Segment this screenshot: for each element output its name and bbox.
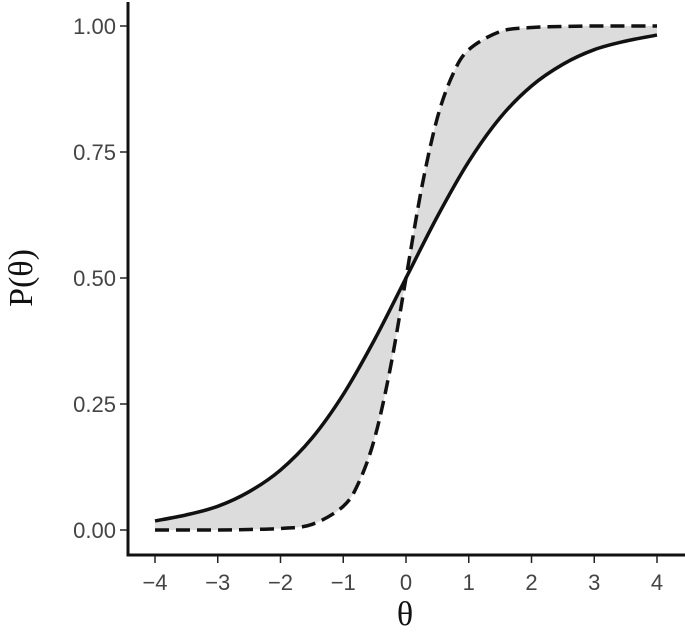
plot-area	[154, 24, 658, 532]
x-axis-title: θ	[397, 596, 413, 632]
x-tick-label: −4	[142, 570, 167, 595]
x-tick-label: −1	[331, 570, 356, 595]
y-tick-label: 0.25	[73, 392, 116, 417]
x-tick-label: 4	[651, 570, 663, 595]
y-tick-label: 0.00	[73, 518, 116, 543]
dashed-curve	[154, 24, 657, 532]
y-tick-label: 1.00	[73, 14, 116, 39]
x-tick-label: −3	[205, 570, 230, 595]
y-axis-ticks: 0.00 0.25 0.50 0.75 1.00	[73, 14, 127, 543]
x-tick-label: 0	[400, 570, 412, 595]
y-tick-label: 0.50	[73, 266, 116, 291]
x-tick-label: 1	[463, 570, 475, 595]
y-axis-title: P(θ)	[3, 249, 40, 307]
x-axis-ticks: −4 −3 −2 −1 0 1 2 3 4	[142, 556, 663, 595]
x-tick-label: −2	[268, 570, 293, 595]
x-tick-label: 2	[525, 570, 537, 595]
x-tick-label: 3	[588, 570, 600, 595]
y-tick-label: 0.75	[73, 140, 116, 165]
